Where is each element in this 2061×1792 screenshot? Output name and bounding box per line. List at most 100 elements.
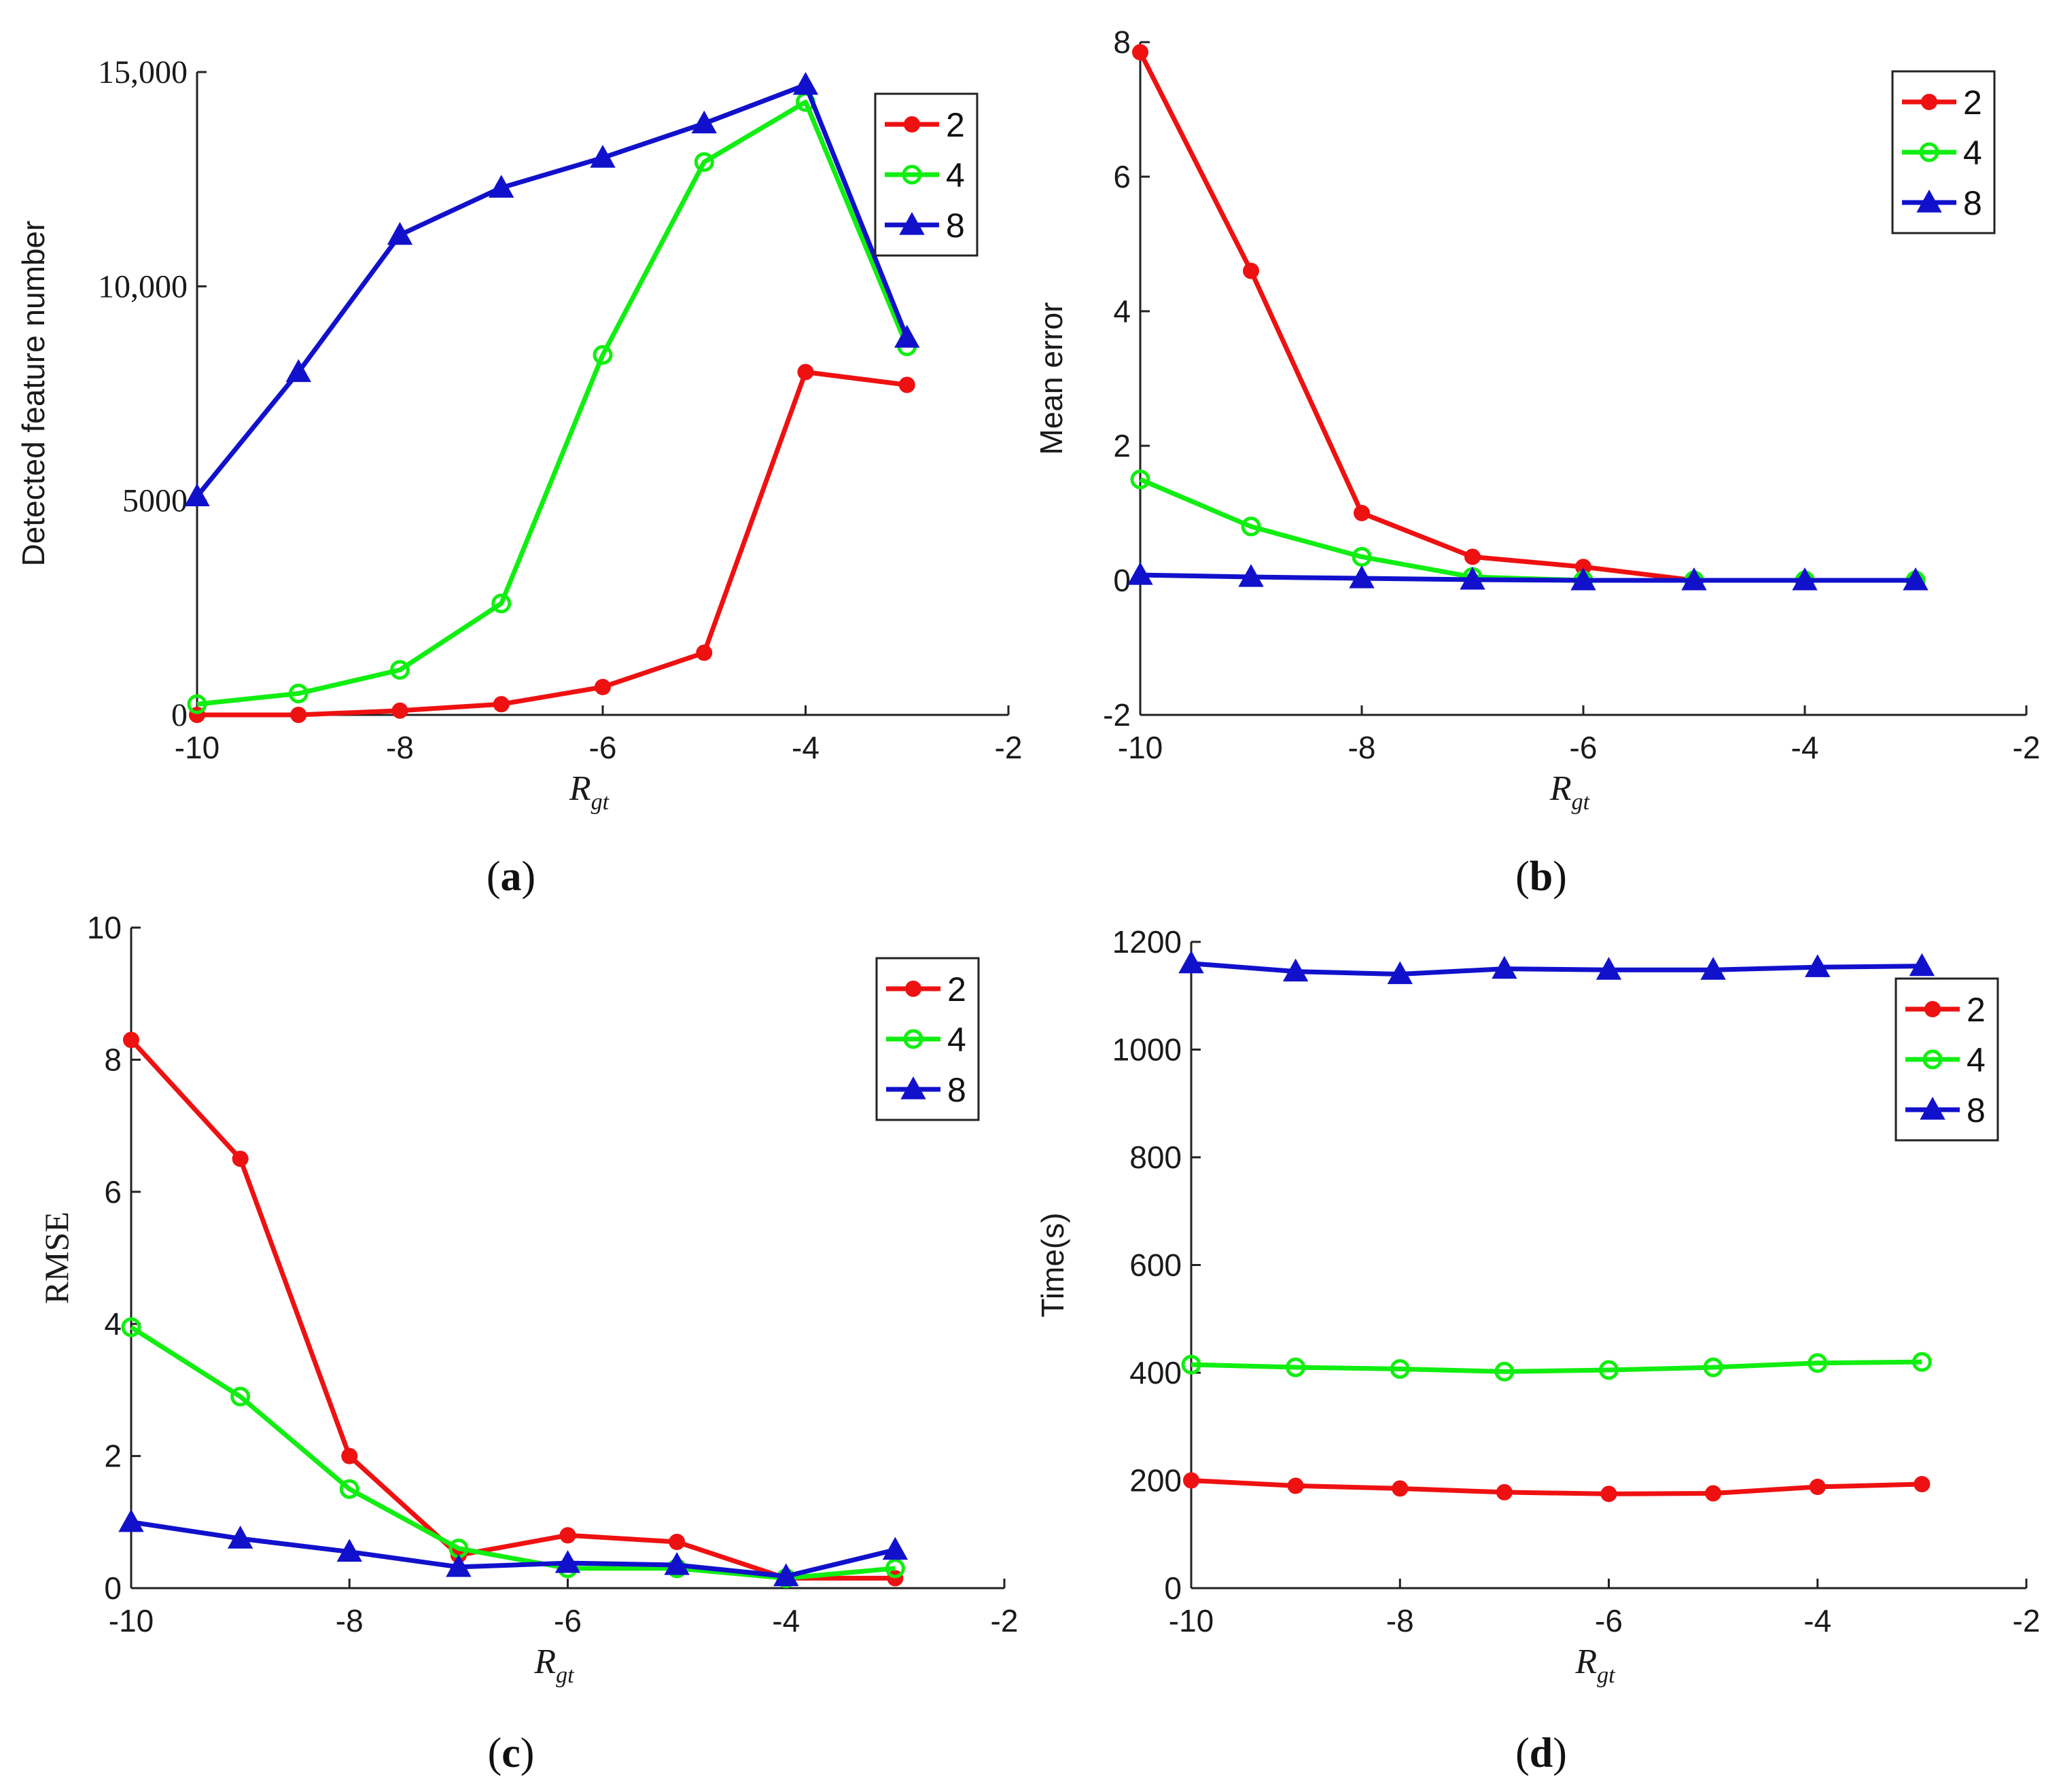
data-point-4 — [593, 345, 613, 365]
data-point-2 — [595, 679, 611, 696]
y-axis-label: Time(s) — [1035, 1212, 1070, 1317]
legend-marker-2 — [1921, 94, 1937, 110]
data-point-4 — [1390, 1358, 1410, 1379]
y-tick-label: 2 — [1113, 428, 1131, 463]
legend-marker-8 — [900, 1076, 926, 1100]
x-tick-label: -2 — [2013, 730, 2041, 765]
data-point-8 — [792, 71, 819, 95]
x-axis-label-subscript: gt — [591, 790, 610, 815]
data-point-8 — [1127, 562, 1153, 585]
y-tick-label: 0 — [104, 1570, 122, 1606]
x-tick-label: -6 — [554, 1603, 582, 1638]
x-tick-label: -10 — [1118, 730, 1163, 765]
x-tick-label: -10 — [109, 1603, 154, 1638]
data-point-2 — [1496, 1483, 1513, 1500]
legend-label-8: 8 — [1963, 184, 1982, 222]
series-line-8 — [1140, 572, 1916, 583]
y-tick-label: 6 — [104, 1174, 122, 1210]
data-point-8 — [1909, 953, 1935, 977]
data-point-8 — [1282, 958, 1309, 982]
data-point-4 — [694, 152, 714, 172]
y-tick-label: 1000 — [1112, 1032, 1182, 1068]
data-point-2 — [290, 707, 307, 723]
y-tick-label: 4 — [1113, 294, 1131, 329]
y-tick-label: 400 — [1129, 1355, 1182, 1390]
x-tick-label: -2 — [2013, 1603, 2041, 1638]
legend-label-2: 2 — [1963, 84, 1982, 122]
data-point-8 — [1178, 950, 1204, 974]
data-point-2 — [669, 1533, 686, 1550]
data-point-8 — [446, 1553, 472, 1577]
x-tick-label: -4 — [1791, 730, 1819, 765]
y-tick-label: 2 — [104, 1439, 122, 1474]
x-axis-label: Rgt — [1574, 1642, 1616, 1688]
x-tick-label: -6 — [1570, 730, 1598, 765]
data-point-2 — [1600, 1486, 1617, 1503]
panel-a: -10 -8 -6 -4 -2 0 5000 10,000 15,000 Detected fea… — [16, 54, 1022, 815]
panel-label-c: (c) — [488, 1730, 535, 1776]
x-tick-label: -4 — [1803, 1603, 1831, 1638]
legend-label-4: 4 — [947, 1021, 966, 1059]
data-point-4 — [1130, 470, 1150, 489]
panel-label-b: (b) — [1515, 854, 1567, 900]
series-line-2 — [197, 369, 908, 718]
legend-marker-2 — [905, 981, 921, 997]
data-point-4 — [339, 1479, 359, 1499]
data-point-8 — [1903, 567, 1928, 591]
data-point-2 — [123, 1032, 139, 1049]
panel-c: -10 -8 -6 -4 -2 0 2 4 6 8 10 RMSE Rgt 2 4 8 — [37, 910, 1018, 1688]
data-point-2 — [1243, 262, 1259, 279]
data-point-4 — [121, 1317, 141, 1337]
data-point-2 — [232, 1150, 249, 1167]
x-tick-label: -8 — [386, 730, 414, 765]
data-point-4 — [390, 660, 410, 680]
data-point-8 — [1570, 567, 1596, 591]
x-tick-label: -4 — [792, 730, 820, 765]
data-point-4 — [1808, 1353, 1828, 1373]
legend: 2 4 8 — [1891, 70, 1996, 234]
x-axis-label: Rgt — [569, 769, 610, 815]
x-tick-label: -4 — [772, 1603, 800, 1638]
data-point-4 — [1352, 546, 1372, 567]
data-point-2 — [1705, 1485, 1722, 1502]
data-point-4 — [187, 694, 207, 714]
data-point-8 — [590, 145, 616, 168]
data-point-4 — [230, 1386, 251, 1407]
y-tick-label: 800 — [1129, 1140, 1182, 1175]
legend: 2 4 8 — [875, 957, 980, 1121]
x-tick-label: -8 — [1386, 1603, 1414, 1638]
data-point-4 — [288, 683, 309, 703]
data-point-8 — [1238, 563, 1264, 587]
y-tick-label: 0 — [171, 697, 188, 733]
legend-label-2: 2 — [947, 970, 966, 1008]
y-axis-label: Detected feature number — [16, 221, 51, 567]
series-line-8 — [130, 1519, 896, 1579]
data-point-8 — [1681, 567, 1707, 591]
data-point-2 — [1809, 1479, 1826, 1496]
x-axis-label-main: R — [1549, 769, 1572, 808]
legend: 2 4 8 — [874, 92, 979, 257]
data-point-2 — [1354, 505, 1370, 521]
y-tick-label: 5000 — [122, 483, 188, 519]
data-point-8 — [882, 1536, 909, 1560]
data-point-2 — [1464, 548, 1481, 565]
data-point-8 — [285, 359, 311, 383]
data-point-8 — [184, 483, 210, 506]
data-point-4 — [1494, 1361, 1515, 1382]
x-axis-label-subscript: gt — [556, 1663, 575, 1688]
data-point-4 — [491, 593, 512, 614]
data-point-2 — [1132, 43, 1148, 60]
series-line-4 — [1191, 1359, 1922, 1374]
data-point-4 — [1286, 1357, 1306, 1377]
y-tick-label: 600 — [1129, 1248, 1182, 1283]
data-point-8 — [1596, 957, 1622, 980]
x-axis-label-subscript: gt — [1597, 1663, 1616, 1688]
y-tick-label: 200 — [1129, 1463, 1182, 1498]
y-tick-label: 0 — [1113, 563, 1131, 598]
legend-marker-2 — [904, 116, 920, 133]
data-point-4 — [1241, 516, 1261, 537]
data-point-2 — [1183, 1472, 1199, 1489]
data-point-8 — [336, 1539, 362, 1562]
data-point-8 — [1805, 954, 1831, 977]
data-point-8 — [773, 1563, 799, 1587]
